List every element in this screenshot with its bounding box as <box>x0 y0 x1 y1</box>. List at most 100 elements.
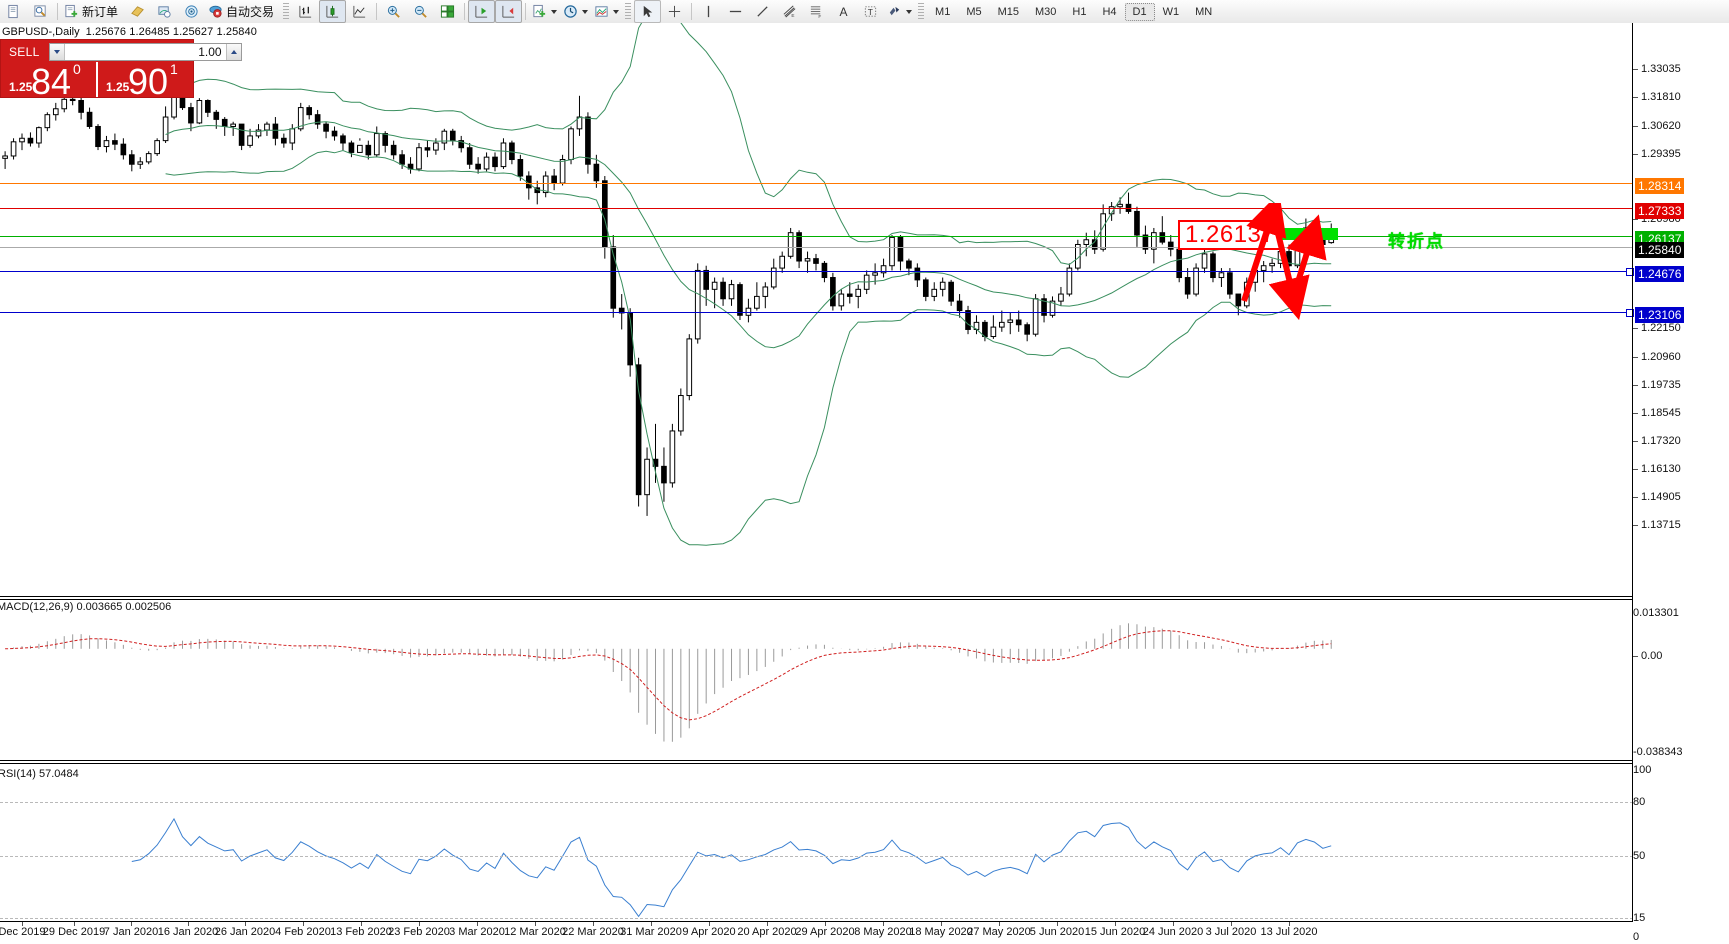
chevron-down-icon[interactable] <box>613 9 620 14</box>
auto-scroll-icon[interactable] <box>468 0 496 23</box>
price-tick-label: 1.20960 <box>1641 351 1681 363</box>
price-label-blue-1[interactable]: 1.24676 <box>1635 266 1685 282</box>
trendline-icon[interactable] <box>749 0 776 23</box>
price-tick: 1.33035 <box>1633 63 1681 75</box>
tab-timeframe-h1[interactable]: H1 <box>1072 5 1087 18</box>
line-chart-icon[interactable] <box>346 0 373 23</box>
price-tick-label: 1.16130 <box>1641 463 1681 475</box>
signals-icon[interactable] <box>178 0 205 23</box>
buy-price-button[interactable]: 1.25 90 1 <box>96 61 193 100</box>
equidistant-channel-icon[interactable]: E <box>776 0 803 23</box>
time-tick-label: 23 Feb 2020 <box>388 926 450 938</box>
time-tick-mark <box>941 922 942 926</box>
tab-timeframe-w1[interactable]: W1 <box>1162 5 1180 18</box>
rsi-tick: 15 <box>1633 912 1645 924</box>
horizontal-line-icon[interactable] <box>722 0 749 23</box>
level-line-red[interactable] <box>0 208 1633 209</box>
price-label-last[interactable]: 1.25840 <box>1635 242 1685 258</box>
metaeditor-icon[interactable] <box>124 0 151 23</box>
level-handle-blue-2[interactable] <box>1626 309 1634 317</box>
tab-timeframe-m5[interactable]: M5 <box>966 5 982 18</box>
tile-windows-icon[interactable] <box>434 0 461 23</box>
vertical-line-icon[interactable] <box>695 0 722 23</box>
time-scale[interactable]: Dec 2019 29 Dec 2019 7 Jan 2020 16 Jan 2020… <box>0 921 1633 944</box>
strategy-tester-icon[interactable] <box>151 0 178 23</box>
tab-timeframe-d1[interactable]: D1 <box>1124 2 1155 21</box>
chart-shift-icon[interactable] <box>495 0 523 23</box>
price-scale[interactable]: 1.33035 1.31810 1.30620 1.29395 1.26980 … <box>1632 23 1729 944</box>
tab-timeframe-m30[interactable]: M30 <box>1035 5 1057 18</box>
profiles-icon[interactable] <box>27 0 54 23</box>
rsi-indicator-label: RSI(14) 57.0484 <box>0 768 79 780</box>
annotation-chinese-note[interactable]: 转折点 <box>1388 232 1445 251</box>
arrows-icon[interactable] <box>884 0 915 23</box>
tab-timeframe-mn[interactable]: MN <box>1195 5 1213 18</box>
candlestick-chart-icon[interactable] <box>319 0 347 23</box>
time-tick-mark <box>593 922 594 926</box>
buy-button-label[interactable]: BUY <box>250 44 277 59</box>
level-line-green[interactable] <box>0 236 1633 237</box>
fibonacci-retracement-icon[interactable]: F <box>803 0 830 23</box>
rsi-level-50 <box>0 856 1633 857</box>
bar-chart-icon[interactable] <box>292 0 319 23</box>
price-tick-label: 1.13715 <box>1641 519 1681 531</box>
price-tick-label: 1.19735 <box>1641 379 1681 391</box>
text-icon[interactable]: A <box>839 4 848 19</box>
level-line-blue-1[interactable] <box>0 271 1633 272</box>
time-tick-mark <box>131 922 132 926</box>
toolbar-grip[interactable] <box>625 3 632 20</box>
new-order-button[interactable]: 新订单 <box>61 0 124 23</box>
level-line-grey[interactable] <box>0 247 1633 248</box>
indicators-icon[interactable] <box>529 0 560 23</box>
time-tick-mark <box>303 922 304 926</box>
toolbar-grip[interactable] <box>283 3 290 20</box>
time-tick-mark <box>1115 922 1116 926</box>
volume-increment-button[interactable] <box>225 43 241 60</box>
autotrading-button[interactable]: 自动交易 <box>205 0 280 23</box>
macd-tick-label: 0.00 <box>1641 650 1663 662</box>
volume-input[interactable] <box>64 43 226 60</box>
rsi-series <box>131 817 1332 918</box>
time-tick-label: 16 Jan 2020 <box>157 926 219 938</box>
price-label-orange[interactable]: 1.28314 <box>1635 178 1685 194</box>
level-line-blue-2[interactable] <box>0 312 1633 313</box>
volume-stepper[interactable] <box>48 42 242 61</box>
zoom-in-icon[interactable] <box>380 0 407 23</box>
macd-tick: 0.00 <box>1633 650 1662 662</box>
chevron-down-icon[interactable] <box>582 9 589 14</box>
chart-window[interactable]: GBPUSD-,Daily 1.25676 1.26485 1.25627 1.2… <box>0 23 1729 944</box>
annotation-red-arrows[interactable] <box>1230 203 1390 323</box>
chevron-down-icon[interactable] <box>551 9 558 14</box>
volume-decrement-button[interactable] <box>49 43 65 60</box>
rsi-tick: 50 <box>1633 850 1645 862</box>
toolbar-grip[interactable] <box>918 3 925 20</box>
price-tick-label: 1.33035 <box>1641 63 1681 75</box>
sell-button-label[interactable]: SELL <box>9 44 40 59</box>
main-toolbar: 新订单 自动交易 <box>0 0 1729 24</box>
chart-canvas[interactable] <box>0 23 1633 944</box>
text-label-icon[interactable]: T <box>857 0 884 23</box>
one-click-top-row: SELL BUY <box>1 40 276 62</box>
cursor-icon[interactable] <box>634 0 662 23</box>
new-chart-icon[interactable] <box>0 0 27 23</box>
tab-timeframe-m15[interactable]: M15 <box>997 5 1019 18</box>
periods-icon[interactable] <box>560 0 591 23</box>
price-label-blue-2[interactable]: 1.23106 <box>1635 307 1685 323</box>
time-tick-mark <box>419 922 420 926</box>
zoom-out-icon[interactable] <box>407 0 434 23</box>
sell-price-button[interactable]: 1.25 84 0 <box>1 61 96 100</box>
price-label-red[interactable]: 1.27333 <box>1635 203 1685 219</box>
level-line-orange[interactable] <box>0 183 1633 184</box>
sell-price-prefix: 1.25 <box>9 80 33 94</box>
templates-icon[interactable] <box>591 0 622 23</box>
one-click-trading-panel[interactable]: SELL BUY 1.25 84 0 1.25 90 1 <box>0 39 276 100</box>
crosshair-icon[interactable] <box>661 0 688 23</box>
chevron-down-icon[interactable] <box>906 9 913 14</box>
tab-timeframe-m1[interactable]: M1 <box>935 5 951 18</box>
symbol-ohlc-header: GBPUSD-,Daily 1.25676 1.26485 1.25627 1.2… <box>2 26 257 38</box>
pane-separator-macd <box>0 596 1633 597</box>
tab-timeframe-h4[interactable]: H4 <box>1102 5 1117 18</box>
level-handle-blue-1[interactable] <box>1626 268 1634 276</box>
svg-text:E: E <box>791 13 794 18</box>
price-tick: 1.17320 <box>1633 435 1681 447</box>
